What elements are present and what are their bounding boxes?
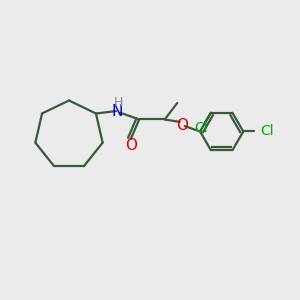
- Text: O: O: [176, 118, 188, 133]
- Text: H: H: [113, 96, 123, 109]
- Text: Cl: Cl: [194, 122, 208, 135]
- Text: Cl: Cl: [260, 124, 274, 139]
- Text: O: O: [125, 138, 137, 153]
- Text: N: N: [112, 103, 123, 118]
